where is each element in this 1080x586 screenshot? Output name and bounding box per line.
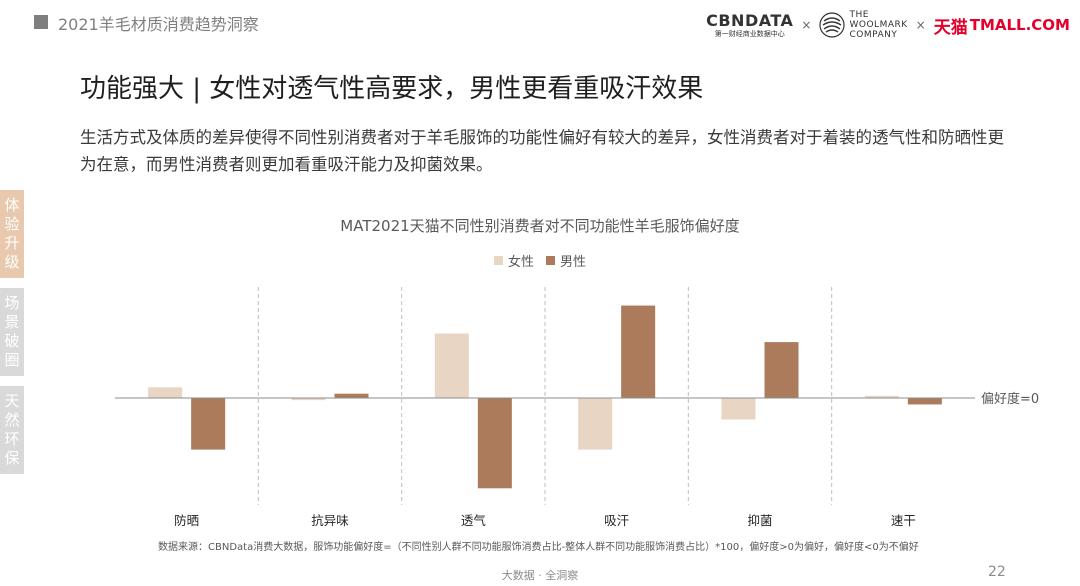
bar-female [864, 395, 899, 398]
bar-male [621, 305, 656, 398]
side-tab-experience[interactable]: 体验升级 [0, 190, 24, 278]
slide-title: 功能强大 | 女性对透气性高要求，男性更看重吸汗效果 [80, 74, 704, 104]
side-tab-char: 级 [4, 253, 20, 271]
times-sign: × [801, 18, 812, 32]
woolmark-icon [819, 12, 846, 38]
bar-male [334, 393, 369, 398]
cbndata-logo: CBNDATA 第一财经商业数据中心 [706, 10, 794, 39]
bar-female [434, 333, 469, 398]
side-tab-char: 升 [4, 234, 20, 252]
x-tick-label: 速干 [891, 513, 916, 528]
bar-male [764, 342, 799, 398]
bar-female [291, 398, 326, 401]
woolmark-line-1: THE [849, 10, 869, 20]
header-square-icon [34, 15, 48, 29]
slide-description: 生活方式及体质的差异使得不同性别消费者对于羊毛服饰的功能性偏好有较大的差异，女性… [80, 128, 1004, 174]
legend-swatch-female [493, 256, 503, 265]
legend-swatch-male [546, 256, 555, 265]
tmall-logo: 天猫 TMALL.COM [934, 13, 1070, 38]
source-note: 数据来源：CBNData消费大数据，服饰功能偏好度=（不同性别人群不同功能服饰消… [158, 542, 919, 553]
side-tab-char: 环 [4, 430, 20, 448]
side-tab-char: 体 [4, 196, 20, 214]
legend-item-male: 男性 [546, 251, 586, 270]
bar-male [907, 398, 942, 405]
tmall-logo-en: TMALL.COM [969, 16, 1070, 34]
x-tick-label: 透气 [461, 513, 487, 528]
side-tab-char: 圈 [4, 351, 20, 369]
bar-female [148, 387, 183, 398]
side-tab-char: 场 [4, 294, 20, 312]
x-tick-label: 吸汗 [604, 513, 629, 528]
page-number: 22 [988, 564, 1006, 580]
bar-female [578, 398, 613, 450]
bar-female [721, 398, 756, 420]
x-tick-label: 防晒 [174, 513, 199, 528]
times-sign-2: × [915, 18, 926, 32]
side-tab-char: 破 [4, 332, 20, 350]
cbndata-logo-subtitle: 第一财经商业数据中心 [714, 29, 785, 38]
x-tick-label: 抑菌 [747, 513, 772, 528]
legend-item-female: 女性 [493, 251, 534, 270]
side-tab-char: 验 [4, 215, 20, 233]
chart-legend: 女性 男性 [0, 251, 1080, 270]
side-tab-char: 景 [4, 313, 20, 331]
side-tab-eco[interactable]: 天然环保 [0, 386, 24, 474]
report-title: 2021羊毛材质消费趋势洞察 [58, 15, 259, 34]
legend-label-female: 女性 [507, 255, 534, 270]
woolmark-line-3: COMPANY [849, 30, 898, 40]
chart-title: MAT2021天猫不同性别消费者对不同功能性羊毛服饰偏好度 [340, 217, 740, 235]
woolmark-logo: THE WOOLMARK COMPANY [819, 10, 907, 40]
side-tab-char: 保 [4, 449, 20, 467]
bar-male [477, 398, 512, 489]
tmall-logo-cn: 天猫 [933, 17, 968, 38]
cbndata-logo-name: CBNDATA [706, 10, 794, 30]
legend-label-male: 男性 [560, 255, 587, 270]
x-tick-label: 抗异味 [311, 513, 349, 528]
zero-line-label: 偏好度=0 [981, 391, 1039, 407]
side-tab-char: 然 [4, 411, 20, 429]
bar-male [191, 398, 226, 450]
footer-tagline: 大数据 · 全洞察 [501, 569, 579, 582]
partner-logos: CBNDATA 第一财经商业数据中心 × THE WOOLMARK COMPAN… [706, 8, 1070, 42]
side-tab-char: 天 [4, 392, 20, 410]
side-tab-scenario[interactable]: 场景破圈 [0, 288, 24, 376]
woolmark-line-2: WOOLMARK [849, 20, 908, 30]
